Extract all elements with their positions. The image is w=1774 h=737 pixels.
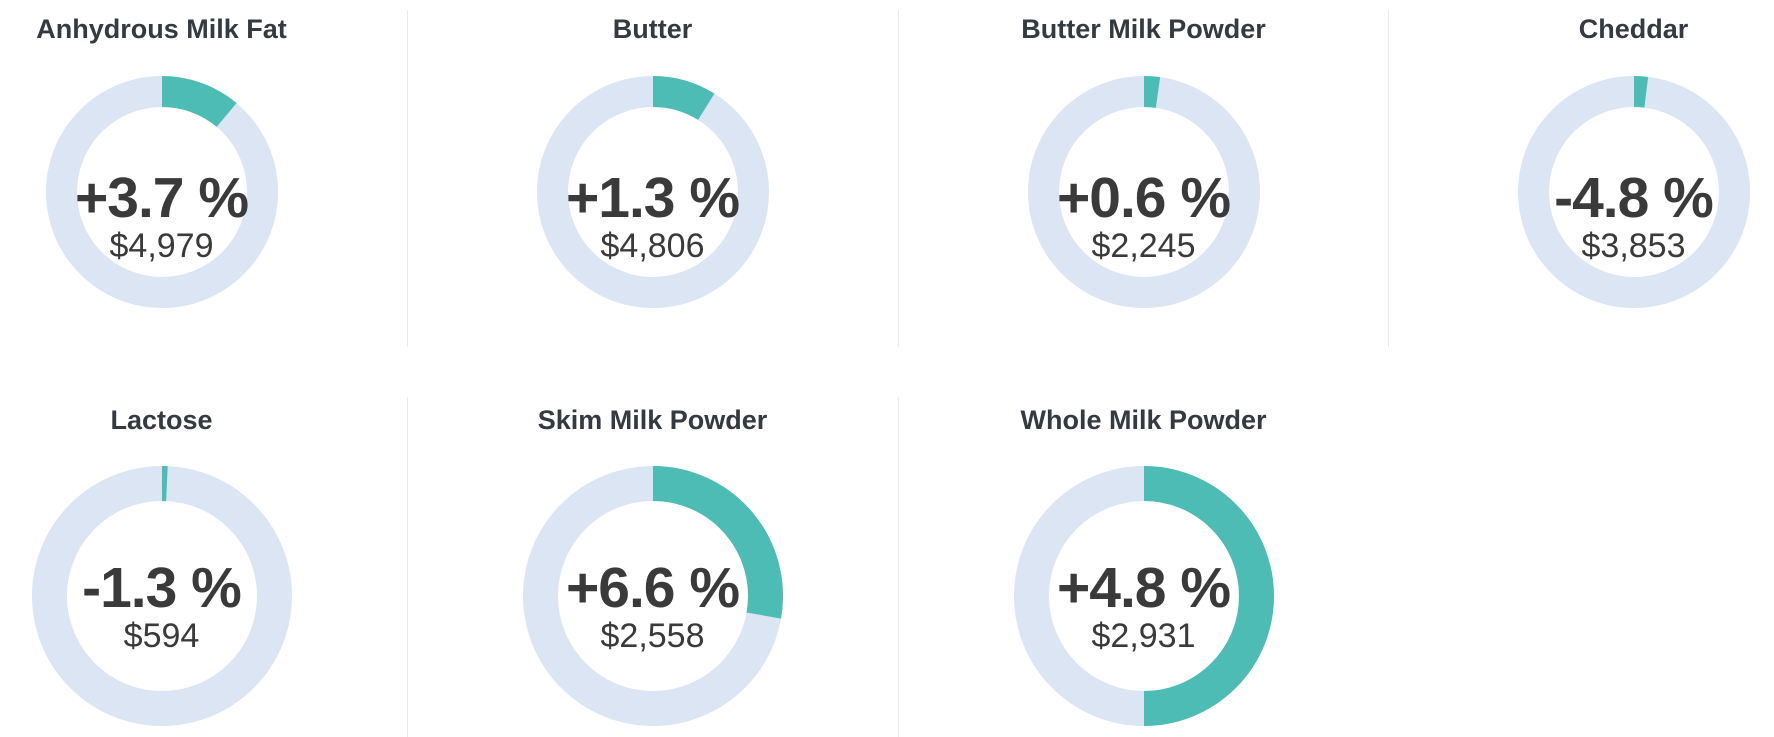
product-title: Butter Milk Powder <box>1021 14 1266 44</box>
product-title: Cheddar <box>1578 14 1689 44</box>
product-title: Butter <box>612 14 693 44</box>
gauge-value-arc <box>1143 466 1274 726</box>
product-title: Lactose <box>110 405 213 435</box>
gauge-card-skim-milk-powder: Skim Milk Powder +6.6 % $2,558 <box>407 397 898 726</box>
donut-gauge[interactable] <box>1013 466 1274 726</box>
column-divider <box>898 397 899 737</box>
product-title: Anhydrous Milk Fat <box>36 14 287 44</box>
donut-gauge[interactable] <box>45 76 278 308</box>
donut-gauge[interactable] <box>1517 76 1750 308</box>
gauge-value-arc <box>651 76 714 121</box>
gauge-card-butter: Butter +1.3 % $4,806 <box>407 0 898 308</box>
column-divider <box>898 10 899 347</box>
donut-gauge[interactable] <box>522 466 783 726</box>
gauge-track-ring <box>45 76 278 308</box>
donut-gauge[interactable] <box>31 466 292 726</box>
gauge-card-whole-milk-powder: Whole Milk Powder +4.8 % $2,931 <box>898 397 1389 726</box>
gauge-card-lactose: Lactose -1.3 % $594 <box>0 397 407 726</box>
gauge-card-butter-milk-powder: Butter Milk Powder +0.6 % $2,245 <box>898 0 1389 308</box>
gauge-card-cheddar: Cheddar -4.8 % $3,853 <box>1388 0 1774 308</box>
donut-gauge[interactable] <box>536 76 769 308</box>
product-title: Whole Milk Powder <box>1020 405 1267 435</box>
product-title: Skim Milk Powder <box>537 405 768 435</box>
column-divider <box>407 10 408 347</box>
gauge-card-anhydrous-milk-fat: Anhydrous Milk Fat +3.7 % $4,979 <box>0 0 407 308</box>
column-divider <box>1388 10 1389 347</box>
gauge-track-ring <box>1517 76 1750 308</box>
gauge-value-arc <box>1633 76 1648 108</box>
donut-gauge[interactable] <box>1027 76 1260 308</box>
column-divider <box>407 397 408 737</box>
gauge-track-ring <box>536 76 769 308</box>
gauge-value-arc <box>1143 76 1160 108</box>
gauge-value-arc <box>652 466 783 619</box>
gauge-value-arc <box>160 76 237 128</box>
gauge-track-ring <box>31 466 292 726</box>
gauge-track-ring <box>1027 76 1260 308</box>
